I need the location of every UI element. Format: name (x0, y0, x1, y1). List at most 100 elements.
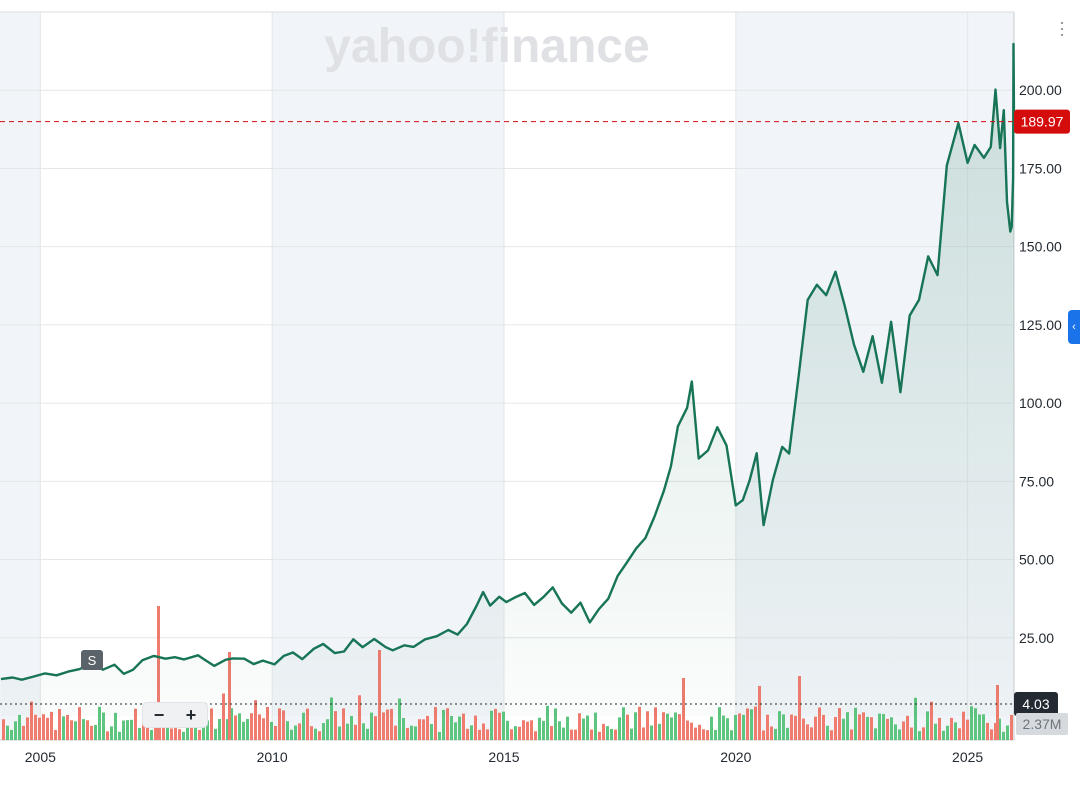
volume-bar (538, 717, 541, 740)
side-panel-toggle[interactable]: ‹ (1068, 310, 1080, 344)
volume-bar (442, 709, 445, 740)
volume-bar (462, 713, 465, 740)
volume-bar (914, 697, 917, 740)
volume-bar (358, 695, 361, 740)
volume-bar (910, 727, 913, 740)
volume-bar (710, 716, 713, 740)
volume-bar (434, 707, 437, 740)
volume-bar (290, 729, 293, 740)
volume-bar (850, 729, 853, 740)
volume-bar (214, 728, 217, 740)
volume-bar (946, 725, 949, 740)
volume-bar (450, 715, 453, 740)
volume-bar (698, 724, 701, 740)
volume-bar (846, 712, 849, 740)
volume-bar (830, 730, 833, 740)
volume-bar (958, 728, 961, 740)
volume-bar (102, 712, 105, 740)
current-price-tag (1014, 109, 1070, 134)
split-marker-label: S (88, 653, 97, 668)
volume-bar (502, 711, 505, 740)
volume-bar (162, 719, 165, 740)
volume-bar (258, 714, 261, 740)
volume-bar (6, 725, 9, 740)
volume-bar (930, 701, 933, 740)
volume-bar (330, 697, 333, 740)
volume-bar (666, 713, 669, 740)
volume-bar (1002, 731, 1005, 740)
volume-bar (342, 708, 345, 740)
volume-bar (398, 698, 401, 740)
y-tick-label: 175.00 (1019, 160, 1062, 176)
volume-bar (534, 731, 537, 740)
current-volume-tag (1014, 692, 1058, 716)
volume-bar (834, 716, 837, 740)
chart-options-menu-icon[interactable] (1058, 22, 1066, 36)
volume-bar (326, 719, 329, 740)
volume-bar (890, 717, 893, 740)
volume-bar (558, 721, 561, 740)
volume-bar (598, 731, 601, 740)
volume-bar (690, 722, 693, 740)
volume-bar (570, 729, 573, 740)
volume-bar (478, 729, 481, 740)
y-tick-label: 125.00 (1019, 317, 1062, 333)
volume-bar (82, 719, 85, 740)
volume-bar (354, 724, 357, 740)
volume-bar (266, 707, 269, 740)
volume-bar (854, 707, 857, 740)
volume-bar (926, 711, 929, 740)
volume-bar (582, 718, 585, 740)
volume-bar (674, 712, 677, 740)
volume-bar (394, 725, 397, 740)
volume-bar (978, 714, 981, 740)
volume-bar (550, 726, 553, 740)
volume-bar (246, 718, 249, 740)
volume-bar (858, 714, 861, 740)
y-tick-label: 150.00 (1019, 239, 1062, 255)
volume-bar (634, 712, 637, 740)
volume-bar (314, 728, 317, 740)
volume-bar (270, 721, 273, 740)
volume-bar (94, 724, 97, 740)
volume-bar (722, 715, 725, 740)
zoom-in-button[interactable]: + (185, 705, 197, 725)
x-tick-label: 2010 (257, 749, 288, 765)
volume-bar (802, 718, 805, 740)
volume-bar (426, 715, 429, 740)
volume-bar (498, 712, 501, 740)
volume-bar (878, 713, 881, 740)
volume-bar (346, 723, 349, 740)
volume-bar (414, 726, 417, 740)
volume-bar (714, 729, 717, 740)
volume-bar (302, 712, 305, 740)
volume-bar (282, 710, 285, 740)
volume-bar (50, 711, 53, 740)
volume-bar (554, 708, 557, 740)
volume-bar (506, 720, 509, 740)
volume-bar (750, 709, 753, 740)
volume-bar (994, 722, 997, 740)
volume-bar (150, 729, 153, 740)
volume-bar (114, 712, 117, 740)
volume-bar (18, 714, 21, 740)
volume-bar (974, 708, 977, 740)
volume-bar (338, 726, 341, 740)
zoom-out-button[interactable]: − (153, 705, 165, 725)
volume-bar (242, 721, 245, 740)
volume-bar (650, 725, 653, 740)
volume-bar (610, 728, 613, 740)
volume-bar (194, 722, 197, 740)
volume-bar (226, 719, 229, 740)
volume-bar (630, 728, 633, 740)
volume-bar (198, 729, 201, 740)
volume-bar (66, 715, 69, 740)
volume-bar (526, 721, 529, 740)
volume-bar (446, 708, 449, 740)
volume-bar (730, 730, 733, 740)
y-tick-label: 50.00 (1019, 552, 1054, 568)
volume-bar (814, 716, 817, 740)
volume-bar (1006, 725, 1009, 740)
volume-bar (2, 719, 5, 740)
